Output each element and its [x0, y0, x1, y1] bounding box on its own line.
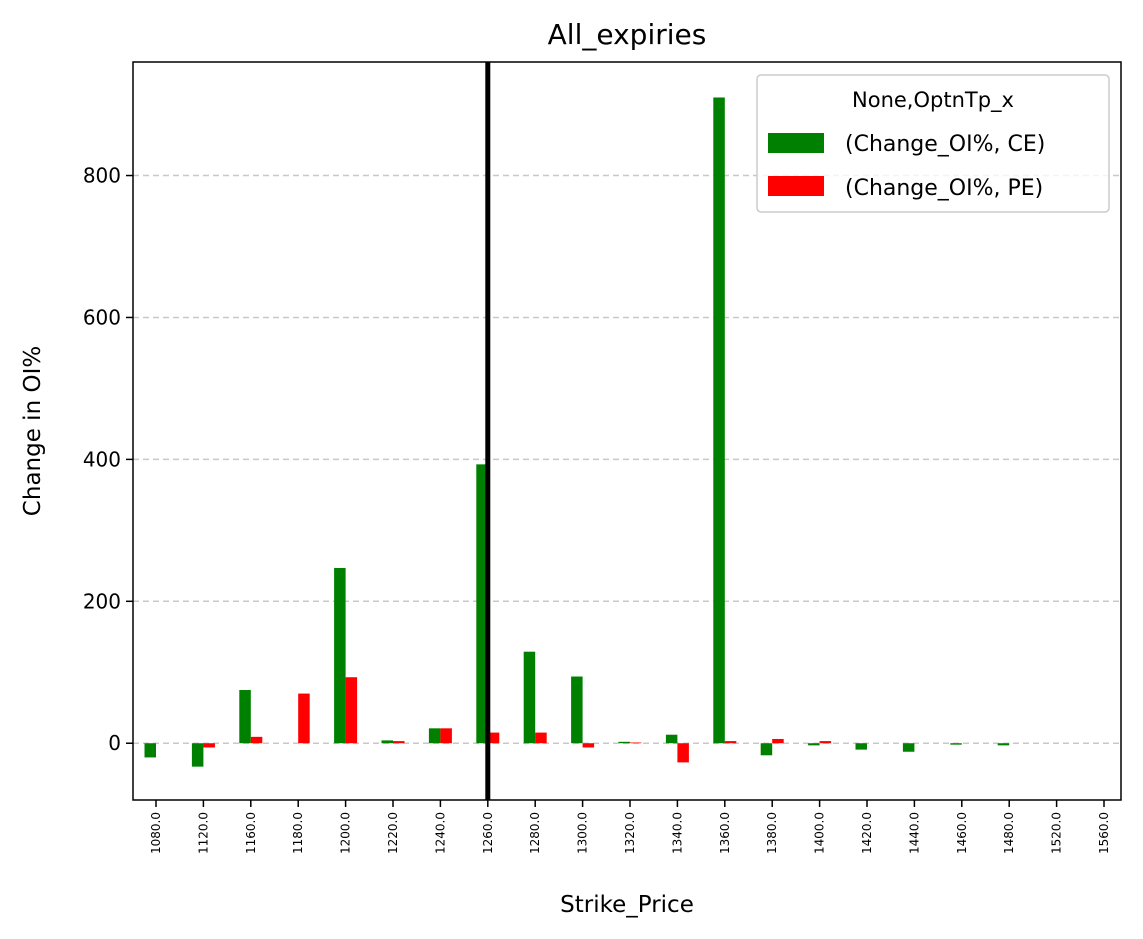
bar-ce-1220.0: [381, 740, 393, 744]
x-tick-label: 1080.0: [149, 812, 163, 854]
x-tick-label: 1200.0: [339, 812, 353, 854]
x-tick-label: 1260.0: [481, 812, 495, 854]
bar-ce-1360.0: [713, 97, 725, 744]
y-tick-label: 600: [83, 305, 121, 329]
bar-pe-1240.0: [440, 728, 452, 744]
x-tick-label: 1120.0: [196, 812, 210, 854]
plot-frame: [132, 61, 1122, 801]
x-tick-label: 1440.0: [907, 812, 921, 854]
x-tick-label: 1300.0: [576, 812, 590, 854]
bar-ce-1280.0: [523, 651, 536, 744]
x-tick-label: 1480.0: [1002, 812, 1016, 854]
y-tick-label: 800: [83, 164, 121, 188]
bar-ce-1240.0: [428, 728, 441, 744]
gridlines: [133, 174, 1121, 744]
x-tick-label: 1160.0: [244, 812, 258, 854]
bar-pe-1380.0: [772, 738, 784, 744]
bar-pe-1360.0: [724, 741, 737, 744]
bar-ce-1440.0: [902, 743, 915, 752]
x-tick-label: 1180.0: [291, 812, 305, 854]
bar-ce-1400.0: [808, 743, 820, 746]
bar-pe-1220.0: [393, 741, 405, 744]
bar-ce-1300.0: [571, 676, 583, 744]
bar-ce-1160.0: [239, 690, 251, 744]
bar-ce-1260.0: [476, 464, 488, 744]
x-tick-label: 1400.0: [813, 812, 827, 854]
x-tick-label: 1520.0: [1050, 812, 1064, 854]
legend-label-ce: (Change_OI%, CE): [838, 132, 1045, 157]
x-tick-label: 1220.0: [386, 812, 400, 854]
bar-ce-1480.0: [997, 743, 1010, 746]
y-axis-ticks: 0 200 400 600 800: [83, 164, 133, 755]
legend-swatch-ce: [768, 133, 824, 153]
bar-pe-1200.0: [345, 677, 358, 744]
bar-pe-1280.0: [535, 732, 547, 744]
bar-ce-1460.0: [950, 743, 962, 745]
bar-pe-1320.0: [630, 742, 642, 744]
bar-ce-1420.0: [855, 743, 867, 750]
bar-pe-1400.0: [819, 741, 832, 744]
x-axis-ticks: 1080.0 1120.0 1160.0 1180.0 1200.0 1220.0 1240…: [149, 800, 1111, 854]
x-tick-label: 1280.0: [528, 812, 542, 854]
x-tick-label: 1460.0: [955, 812, 969, 854]
y-axis-label: Change in OI%: [20, 346, 46, 516]
bar-pe-1260.0: [487, 732, 500, 744]
bar-pe-1300.0: [582, 743, 595, 748]
x-tick-label: 1420.0: [860, 812, 874, 854]
x-tick-label: 1340.0: [670, 812, 684, 854]
bars: [144, 97, 1010, 767]
legend-title: None,OptnTp_x: [852, 88, 1014, 113]
legend-swatch-pe: [768, 176, 824, 196]
bar-ce-1340.0: [665, 734, 678, 744]
bar-ce-1080.0: [144, 743, 156, 758]
bar-ce-1380.0: [760, 743, 773, 756]
legend: None,OptnTp_x (Change_OI%, CE) (Change_O…: [756, 74, 1110, 213]
chart-title: All_expiries: [548, 18, 707, 51]
x-tick-label: 1360.0: [718, 812, 732, 854]
bar-pe-1120.0: [203, 743, 215, 748]
x-tick-label: 1320.0: [623, 812, 637, 854]
y-tick-label: 400: [83, 447, 121, 471]
y-tick-label: 200: [83, 589, 121, 613]
y-tick-label: 0: [108, 731, 121, 755]
x-tick-label: 1560.0: [1097, 812, 1111, 854]
legend-label-pe: (Change_OI%, PE): [838, 176, 1043, 201]
bar-pe-1340.0: [677, 743, 689, 763]
x-tick-label: 1240.0: [433, 812, 447, 854]
bar-pe-1180.0: [298, 693, 310, 744]
bar-ce-1200.0: [334, 567, 346, 744]
x-tick-label: 1380.0: [765, 812, 779, 854]
x-axis-label: Strike_Price: [560, 892, 694, 918]
bar-ce-1120.0: [191, 743, 204, 767]
bar-pe-1160.0: [250, 736, 263, 744]
legend-box: [756, 74, 1110, 213]
bar-ce-1320.0: [618, 741, 630, 744]
